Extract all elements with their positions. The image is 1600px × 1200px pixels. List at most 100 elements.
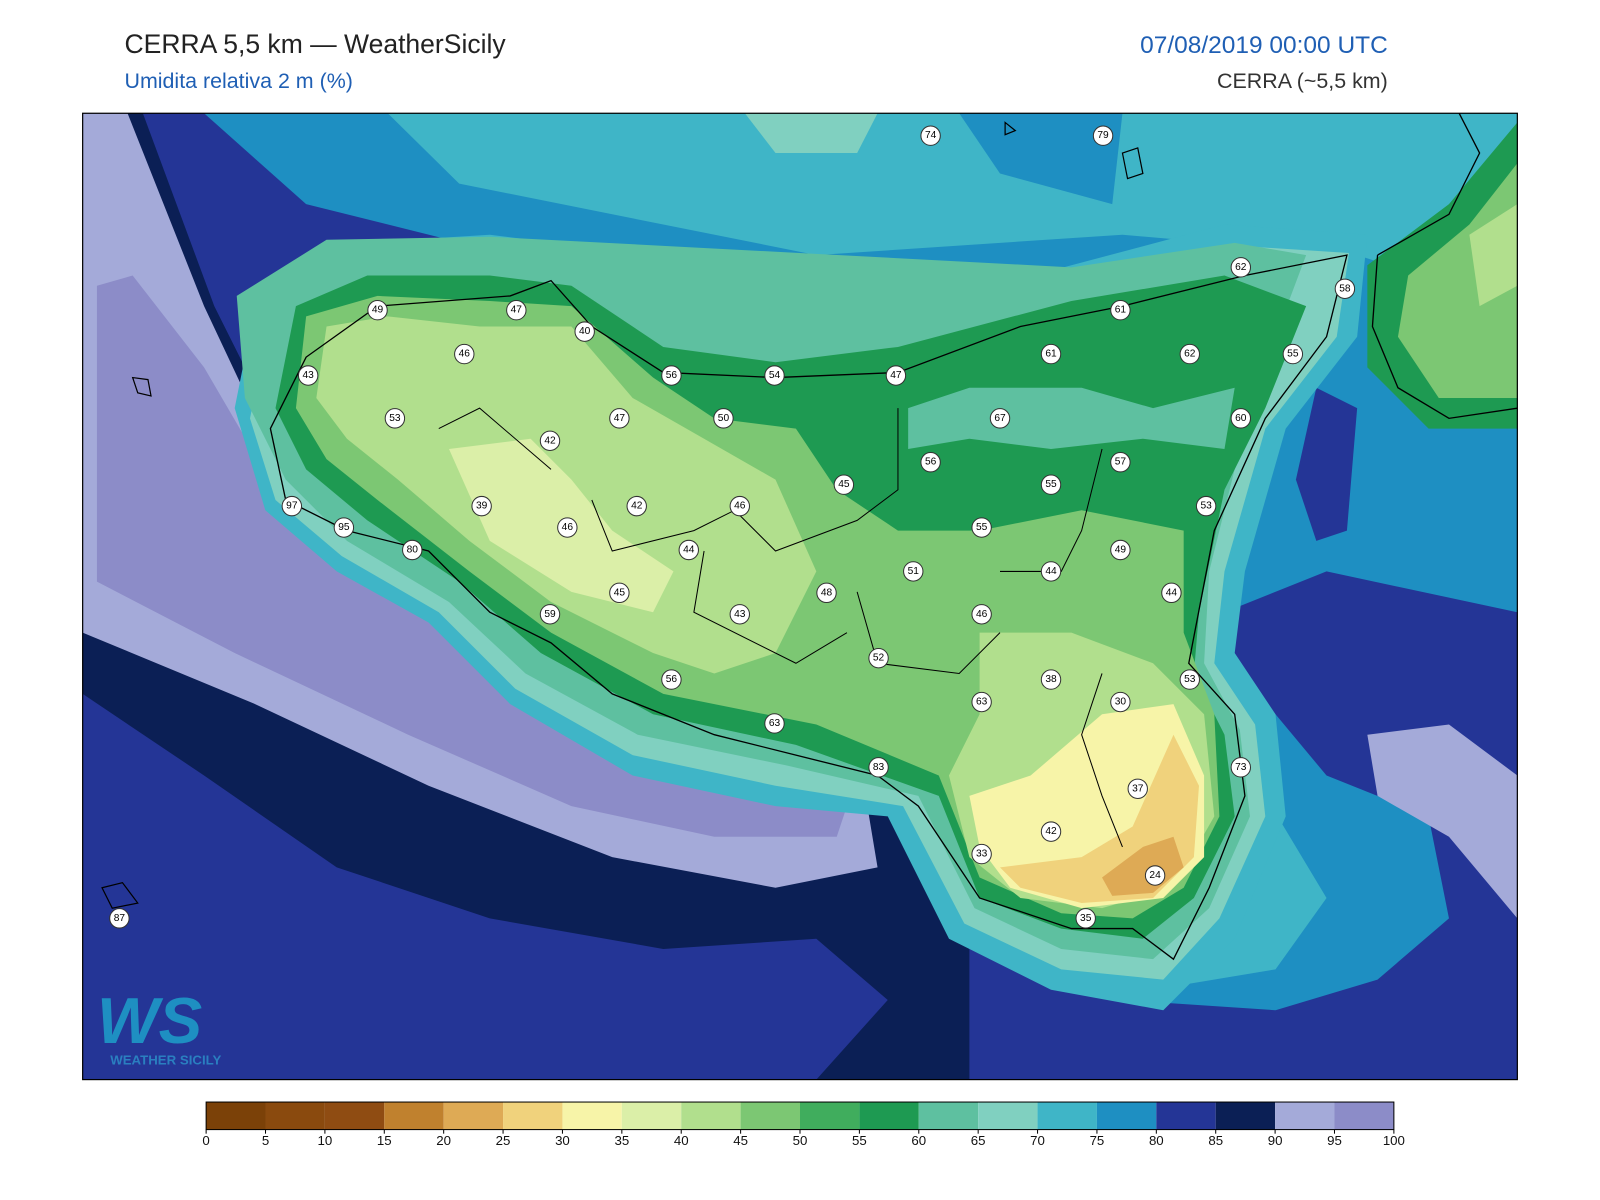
station: 43 [729, 604, 750, 625]
station: 55 [1040, 474, 1062, 495]
station-marker [1110, 452, 1131, 473]
station-value: 51 [908, 566, 920, 577]
colorbar-bin [978, 1102, 1038, 1130]
colorbar-bin [1215, 1102, 1276, 1130]
stations: 74 79 62 58 49 47 61 40 46 61 62 55 43 56 54 47 53 47 50 67… [109, 125, 1356, 929]
station-value: 42 [544, 435, 556, 446]
station-marker [971, 604, 992, 625]
station: 83 [868, 757, 889, 778]
station-marker [539, 604, 561, 625]
colorbar-tick-label: 40 [674, 1133, 689, 1148]
station-value: 47 [511, 305, 523, 316]
station-value: 43 [734, 609, 746, 620]
station-marker [1230, 757, 1252, 778]
station: 56 [661, 365, 682, 386]
station: 49 [1110, 539, 1131, 561]
colorbar-bin [621, 1102, 682, 1130]
colorbar-tick-label: 75 [1090, 1133, 1105, 1148]
station: 45 [833, 474, 855, 495]
station-marker [1040, 821, 1062, 842]
station-marker [1230, 257, 1252, 278]
station-value: 46 [734, 501, 746, 512]
station-value: 24 [1149, 870, 1161, 881]
station-marker [868, 647, 889, 669]
station: 53 [1179, 669, 1200, 690]
station-marker [333, 517, 355, 538]
station-marker [1110, 300, 1131, 321]
station-value: 37 [1132, 783, 1144, 794]
station-value: 33 [976, 849, 988, 860]
station-marker [989, 408, 1011, 429]
station: 38 [1040, 669, 1062, 690]
station-value: 40 [579, 326, 591, 337]
station: 44 [1040, 561, 1062, 582]
station-marker [1230, 408, 1252, 429]
station: 43 [297, 365, 319, 386]
station-marker [920, 125, 941, 146]
station: 55 [971, 517, 992, 538]
colorbar-tick-label: 70 [1030, 1133, 1045, 1148]
colorbar-tick-label: 10 [318, 1133, 333, 1148]
station-marker [1092, 125, 1114, 146]
colorbar-bin [859, 1102, 919, 1130]
station: 44 [678, 539, 699, 561]
colorbar-bin [443, 1102, 504, 1130]
station-marker [1040, 669, 1062, 690]
station: 33 [971, 843, 992, 865]
station-marker [661, 365, 682, 386]
station: 30 [1110, 691, 1131, 713]
station-value: 48 [821, 587, 833, 598]
station-value: 87 [114, 913, 126, 924]
station: 45 [609, 582, 630, 604]
station-value: 39 [476, 501, 488, 512]
station-marker [971, 843, 992, 865]
colorbar-bin [206, 1102, 266, 1130]
station-value: 61 [1115, 305, 1127, 316]
station-marker [678, 539, 699, 561]
colorbar-tick-label: 15 [377, 1133, 392, 1148]
map-field [82, 113, 1518, 1080]
station: 44 [1161, 582, 1182, 604]
station-value: 73 [1235, 762, 1247, 773]
station-value: 63 [769, 718, 781, 729]
map-frame [82, 112, 1518, 1081]
station: 79 [1092, 125, 1114, 146]
station-marker [539, 430, 561, 452]
station: 97 [281, 495, 303, 517]
station-value: 61 [1045, 349, 1057, 360]
colorbar-tick-label: 80 [1149, 1133, 1164, 1148]
station-value: 56 [666, 674, 678, 685]
station-marker [1040, 561, 1062, 582]
colorbar-bin [740, 1102, 800, 1130]
colorbar-tick-label: 25 [496, 1133, 511, 1148]
station-marker [971, 691, 992, 713]
station-marker [868, 757, 889, 778]
station-value: 47 [890, 370, 902, 381]
station-value: 59 [544, 609, 556, 620]
colorbar-tick-label: 85 [1208, 1133, 1223, 1148]
station: 52 [868, 647, 889, 669]
station-marker [402, 539, 423, 561]
colorbar-bin [384, 1102, 444, 1130]
station: 54 [764, 365, 785, 386]
colorbar-tick-label: 30 [555, 1133, 570, 1148]
station-value: 80 [407, 545, 419, 556]
station-marker [1179, 343, 1200, 365]
station-value: 45 [838, 479, 850, 490]
station: 53 [384, 408, 406, 429]
colorbar-bin [800, 1102, 860, 1130]
colorbar-tick-label: 5 [262, 1133, 269, 1148]
station: 55 [1282, 343, 1304, 365]
station: 87 [109, 908, 130, 929]
station: 60 [1230, 408, 1252, 429]
station: 74 [920, 125, 941, 146]
station-value: 57 [1115, 457, 1127, 468]
station-marker [971, 517, 992, 538]
colorbar-tick-label: 55 [852, 1133, 867, 1148]
station-marker [609, 408, 630, 429]
station-marker [816, 582, 837, 604]
station-marker [1179, 669, 1200, 690]
station-marker [920, 452, 941, 473]
colorbar-bin [324, 1102, 385, 1130]
station-value: 53 [389, 413, 401, 424]
